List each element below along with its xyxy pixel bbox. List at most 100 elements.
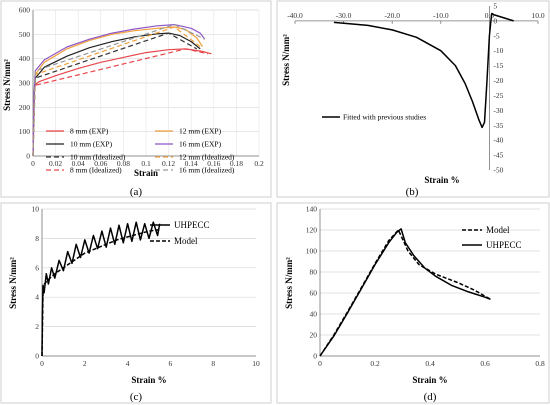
y-tick-label: 40 — [310, 310, 318, 319]
x-tick-label: 0.1 — [141, 159, 151, 168]
x-tick-label: 0.18 — [230, 159, 243, 168]
y-tick-label: 140 — [306, 205, 318, 214]
panel-d-plot: 0 0.2 0.4 0.6 0.8 0 20 40 60 80 100 120 140 Strain % S… — [284, 205, 545, 386]
panel-b-frame — [276, 0, 550, 198]
legend-label-10mm-exp: 10 mm (EXP) — [70, 140, 113, 149]
panel-c-legend: UHPECC Model — [150, 220, 210, 246]
y-tick-label: 4 — [35, 293, 39, 302]
series-line-16-mm-idealized- — [32, 24, 206, 157]
x-tick-label: 0.02 — [49, 159, 62, 168]
legend-label-12mm-ideal: 12 mm (Idealized) — [179, 153, 235, 162]
y-tick-label: 20 — [310, 331, 318, 340]
x-tick-label: 0 — [40, 359, 44, 368]
panel-c-frame — [0, 202, 272, 404]
y-tick-label: 8 — [35, 234, 39, 243]
panel-a-legend: 8 mm (EXP) 12 mm (EXP) 10 mm (EXP) 16 mm… — [46, 127, 235, 175]
y-tick-label: 300 — [19, 79, 31, 88]
x-tick-label: -30.0 — [336, 11, 352, 20]
y-tick-label: 60 — [310, 289, 318, 298]
panel-a-plot: 0 0.02 0.04 0.06 0.08 0.1 0.12 0.14 0.16 0.18 0.2 0… — [2, 6, 264, 179]
y-axis-label: Stress N/mm² — [284, 257, 294, 309]
y-tick-label: 120 — [306, 226, 318, 235]
x-tick-label: 10.0 — [531, 11, 544, 20]
panel-b: -40.0 -30.0 -20.0 -10.0 0.0 10.0 5 0 -5 -10 -15 -20… — [276, 0, 550, 198]
x-tick-label: 0.8 — [535, 359, 545, 368]
y-tick-label: 0 — [35, 352, 39, 361]
x-tick-label: 0 — [31, 159, 35, 168]
x-axis-label: Strain % — [424, 175, 459, 185]
y-tick-label: 6 — [35, 263, 39, 272]
series-line-fitted-with-previous-studies — [333, 12, 514, 129]
y-tick-label: 100 — [306, 247, 318, 256]
y-tick-label: 10 — [32, 205, 40, 214]
series-line-model — [41, 228, 160, 357]
x-tick-label: 0.16 — [207, 159, 220, 168]
x-tick-label: 0.2 — [370, 359, 380, 368]
x-tick-label: -20.0 — [384, 11, 400, 20]
legend-label-fitted: Fitted with previous studies — [343, 113, 426, 122]
x-tick-label: -40.0 — [287, 11, 303, 20]
panel-c-label: (c) — [130, 391, 143, 403]
panel-d-frame — [276, 202, 550, 404]
x-axis-label: Strain % — [412, 375, 447, 385]
x-tick-label: 2 — [83, 359, 87, 368]
series-line-uhpecc — [319, 228, 491, 357]
x-tick-label: 0.4 — [425, 359, 435, 368]
y-tick-label: 80 — [310, 268, 318, 277]
legend-label-d-uhpecc: UHPECC — [486, 240, 522, 250]
panel-d-legend: Model UHPECC — [462, 225, 522, 250]
series-line-10-mm-idealized- — [32, 32, 198, 157]
panel-a: 0 0.02 0.04 0.06 0.08 0.1 0.12 0.14 0.16 0.18 0.2 0… — [0, 0, 272, 198]
panel-d-label: (d) — [424, 391, 437, 403]
y-tick-label: -40 — [493, 136, 503, 145]
x-tick-label: 0.6 — [480, 359, 490, 368]
y-tick-label: -15 — [493, 61, 503, 70]
x-tick-label: 0.0 — [485, 11, 495, 20]
x-tick-label: 0 — [318, 359, 322, 368]
y-tick-label: 500 — [19, 30, 31, 39]
panel-b-plot: -40.0 -30.0 -20.0 -10.0 0.0 10.0 5 0 -5 -10 -15 -20… — [281, 2, 545, 186]
x-tick-label: 0.08 — [117, 159, 130, 168]
panel-a-label: (a) — [130, 186, 143, 198]
legend-label-c-model: Model — [174, 236, 198, 246]
panel-a-frame — [0, 0, 272, 198]
y-tick-label: -50 — [493, 166, 503, 175]
x-tick-label: 8 — [211, 359, 215, 368]
legend-label-8mm-ideal: 8 mm (Idealized) — [70, 166, 122, 175]
y-tick-label: -25 — [493, 91, 503, 100]
y-tick-label: 600 — [19, 6, 31, 15]
series-line-16-mm-exp- — [32, 24, 206, 157]
y-tick-label: 0 — [493, 16, 497, 25]
legend-label-16mm-ideal: 16 mm (Idealized) — [179, 166, 235, 175]
y-tick-label: 0 — [26, 152, 30, 161]
panel-b-legend: Fitted with previous studies — [322, 113, 426, 122]
y-tick-label: -20 — [493, 76, 503, 85]
y-tick-label: -10 — [493, 46, 503, 55]
y-tick-label: 200 — [19, 103, 31, 112]
y-tick-label: -5 — [493, 31, 499, 40]
legend-label-d-model: Model — [486, 225, 510, 235]
x-tick-label: 4 — [126, 359, 130, 368]
x-tick-label: 0.04 — [72, 159, 85, 168]
x-tick-label: 0.06 — [94, 159, 107, 168]
y-tick-label: 2 — [35, 322, 39, 331]
legend-label-16mm-exp: 16 mm (EXP) — [179, 140, 222, 149]
y-tick-label: 5 — [493, 2, 497, 11]
y-axis-label: Stress N/mm² — [281, 34, 291, 86]
panel-d: 0 0.2 0.4 0.6 0.8 0 20 40 60 80 100 120 140 Strain % S… — [276, 202, 550, 404]
x-tick-label: 0.2 — [254, 159, 264, 168]
x-axis-label: Strain % — [131, 375, 166, 385]
y-tick-label: -45 — [493, 151, 503, 160]
y-tick-label: 400 — [19, 54, 31, 63]
y-tick-label: -35 — [493, 121, 503, 130]
legend-label-c-uhpecc: UHPECC — [174, 220, 210, 230]
x-axis-label: Strain — [134, 168, 158, 178]
panel-b-label: (b) — [406, 186, 419, 198]
x-tick-label: 0.12 — [162, 159, 175, 168]
y-axis-label: Stress N/mm² — [8, 257, 18, 309]
legend-label-8mm-exp: 8 mm (EXP) — [70, 127, 109, 136]
panel-c-plot: 0 2 4 6 8 10 0 2 4 6 8 10 Strain % Stress N/mm² — [8, 205, 260, 386]
x-tick-label: -10.0 — [433, 11, 449, 20]
legend-label-10mm-ideal: 10 mm (Idealized) — [70, 153, 126, 162]
